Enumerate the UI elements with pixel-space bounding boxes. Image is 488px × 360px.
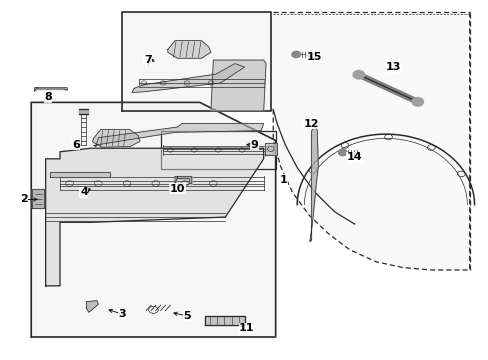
Polygon shape: [122, 12, 270, 111]
Polygon shape: [45, 148, 263, 286]
Polygon shape: [35, 87, 67, 91]
Text: 15: 15: [305, 51, 321, 62]
Polygon shape: [167, 41, 210, 58]
Circle shape: [291, 51, 300, 58]
Polygon shape: [92, 130, 140, 147]
Circle shape: [338, 149, 346, 156]
Text: 12: 12: [303, 118, 319, 129]
Polygon shape: [86, 301, 98, 312]
Polygon shape: [273, 12, 469, 270]
Text: 13: 13: [385, 62, 400, 72]
Text: 14: 14: [346, 152, 362, 162]
Text: 11: 11: [239, 323, 254, 333]
Text: 10: 10: [169, 184, 185, 194]
Polygon shape: [79, 109, 88, 114]
Text: 5: 5: [183, 311, 190, 321]
Polygon shape: [50, 172, 110, 177]
Text: 7: 7: [143, 55, 151, 65]
Polygon shape: [31, 102, 275, 337]
Polygon shape: [264, 143, 277, 155]
Text: 8: 8: [44, 92, 52, 102]
Circle shape: [352, 71, 364, 79]
Polygon shape: [32, 189, 44, 208]
Polygon shape: [205, 316, 245, 325]
Text: 1: 1: [279, 175, 287, 185]
Polygon shape: [175, 176, 191, 185]
Text: 9: 9: [250, 140, 258, 150]
Circle shape: [411, 98, 423, 106]
Polygon shape: [309, 127, 318, 242]
Text: 2: 2: [20, 194, 28, 204]
Polygon shape: [132, 64, 244, 93]
Polygon shape: [210, 60, 265, 111]
Polygon shape: [160, 131, 275, 170]
Polygon shape: [93, 123, 263, 147]
Text: 4: 4: [80, 187, 88, 197]
Text: 3: 3: [118, 309, 126, 319]
Text: 6: 6: [72, 140, 80, 150]
